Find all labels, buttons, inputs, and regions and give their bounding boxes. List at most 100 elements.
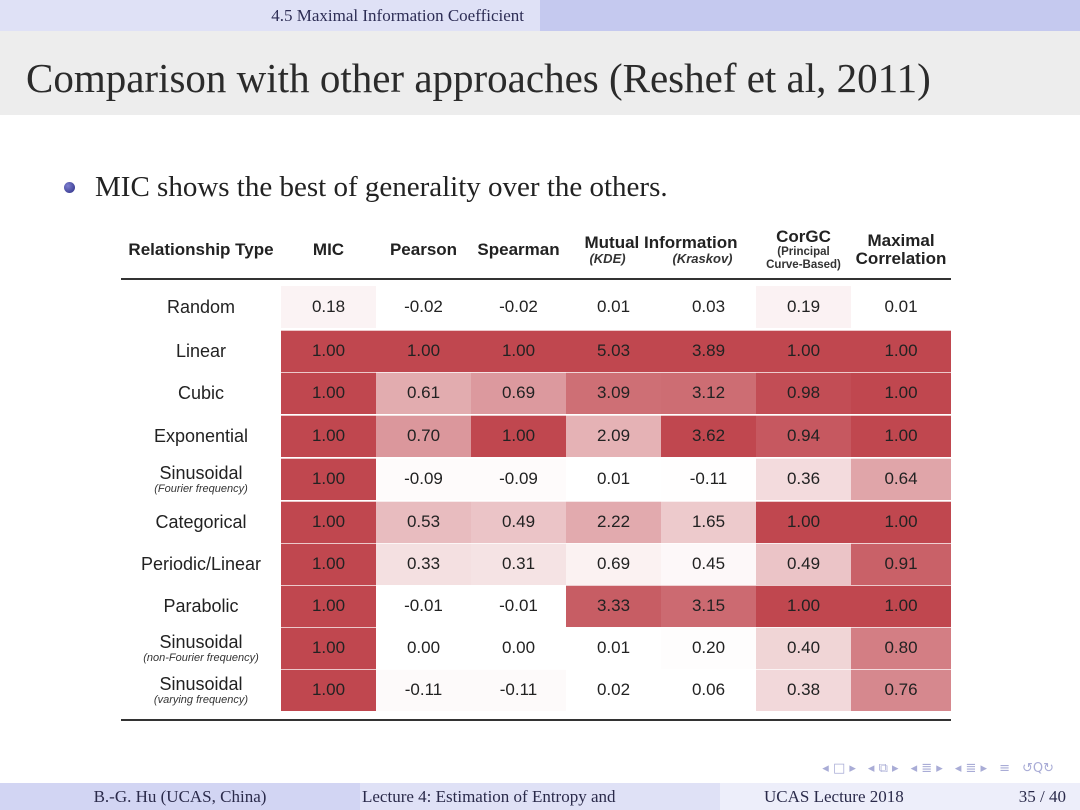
cell-pearson: 0.61 [376, 372, 471, 414]
comparison-table: Relationship Type MIC Pearson Spearman M… [121, 222, 951, 722]
cell-pearson: 0.53 [376, 501, 471, 543]
cell-corgc: 0.36 [756, 458, 851, 500]
row-label: Linear [121, 330, 281, 372]
page-number: 35 / 40 [1018, 787, 1066, 806]
nav-frame-group: ◂ □ ▸ [822, 761, 856, 776]
nav-section-icon[interactable]: ≣ [921, 760, 933, 776]
header-mic: MIC [281, 222, 376, 278]
header-kraskov: (Kraskov) [672, 251, 733, 267]
bullet-text: MIC shows the best of generality over th… [95, 170, 668, 203]
header-bar: 4.5 Maximal Information Coefficient [0, 0, 1080, 31]
cell-mic: 1.00 [281, 415, 376, 457]
cell-mi-kraskov: 0.20 [661, 627, 756, 669]
row-label: Parabolic [121, 585, 281, 627]
header-pearson-label: Pearson [389, 240, 458, 260]
cell-mi-kraskov: 0.03 [661, 286, 756, 328]
row-label: Sinusoidal (varying frequency) [121, 669, 281, 711]
row-separator [281, 585, 951, 586]
row-label-text: Categorical [155, 512, 247, 532]
header-mutual-information-subs: (KDE) (Kraskov) [566, 252, 756, 266]
row-separator [281, 627, 951, 628]
cell-pearson: 1.00 [376, 330, 471, 372]
bottom-rule [121, 719, 951, 721]
cell-mic: 0.18 [281, 286, 376, 328]
cell-spearman: 1.00 [471, 415, 566, 457]
cell-pearson: 0.70 [376, 415, 471, 457]
row-label: Periodic/Linear [121, 543, 281, 585]
cell-maximal-correlation: 0.91 [851, 543, 951, 585]
cell-spearman: -0.09 [471, 458, 566, 500]
nav-search-icon[interactable]: ↺Q↻ [1021, 760, 1054, 776]
header-correlation-label: Correlation [855, 249, 947, 268]
row-label-text: Random [166, 297, 236, 317]
beamer-navigation: ◂ □ ▸ ◂ ⧉ ▸ ◂ ≣ ▸ ◂ ≣ ▸ ≡ ↺Q↻ [822, 758, 1054, 778]
row-separator [281, 669, 951, 670]
cell-mi-kde: 0.01 [566, 286, 661, 328]
frame-title: Comparison with other approaches (Reshef… [26, 55, 931, 101]
cell-maximal-correlation: 1.00 [851, 372, 951, 414]
header-maximal-label: Maximal [867, 231, 935, 251]
row-label-text: Sinusoidal [159, 631, 243, 652]
cell-mi-kde: 0.69 [566, 543, 661, 585]
nav-section-prev-icon[interactable]: ◂ [910, 760, 918, 776]
cell-pearson: -0.09 [376, 458, 471, 500]
row-separator [281, 372, 951, 373]
cell-corgc: 0.19 [756, 286, 851, 328]
cell-maximal-correlation: 0.64 [851, 458, 951, 500]
cell-mic: 1.00 [281, 501, 376, 543]
header-spearman: Spearman [471, 222, 566, 278]
nav-frame-next-icon[interactable]: ▸ [849, 760, 856, 776]
cell-mi-kde: 0.01 [566, 458, 661, 500]
nav-document-icon[interactable]: ≣ [965, 760, 977, 776]
row-label: Categorical [121, 501, 281, 543]
section-title[interactable]: 4.5 Maximal Information Coefficient [0, 0, 540, 31]
row-label: Sinusoidal (non-Fourier frequency) [121, 627, 281, 669]
header-maximal-correlation: Maximal Correlation [851, 222, 951, 278]
nav-subsection-icon[interactable]: ⧉ [878, 760, 888, 776]
nav-document-next-icon[interactable]: ▸ [980, 760, 988, 776]
bullet-icon [64, 181, 75, 193]
nav-subsection-prev-icon[interactable]: ◂ [867, 760, 875, 776]
header-relationship-type: Relationship Type [121, 222, 281, 278]
row-label-text: Periodic/Linear [140, 554, 262, 574]
cell-mi-kraskov: 3.12 [661, 372, 756, 414]
cell-mic: 1.00 [281, 330, 376, 372]
nav-frame-prev-icon[interactable]: ◂ [822, 760, 829, 776]
row-label-subtext: (non-Fourier frequency) [143, 651, 259, 664]
cell-mi-kde: 0.01 [566, 627, 661, 669]
header-corgc-label: CorGC [776, 227, 831, 247]
footer-right: UCAS Lecture 2018 35 / 40 [720, 783, 1080, 810]
cell-mi-kde: 0.02 [566, 669, 661, 711]
cell-mi-kraskov: -0.11 [661, 458, 756, 500]
row-label: Exponential [121, 415, 281, 457]
cell-corgc: 1.00 [756, 330, 851, 372]
header-pearson: Pearson [376, 222, 471, 278]
nav-frame-icon[interactable]: □ [832, 760, 846, 776]
footer-author: B.-G. Hu (UCAS, China) [0, 783, 360, 810]
cell-mi-kraskov: 3.62 [661, 415, 756, 457]
row-separator [281, 415, 951, 416]
cell-corgc: 0.98 [756, 372, 851, 414]
cell-pearson: -0.02 [376, 286, 471, 328]
cell-corgc: 0.49 [756, 543, 851, 585]
cell-corgc: 0.94 [756, 415, 851, 457]
cell-spearman: 0.49 [471, 501, 566, 543]
cell-mi-kraskov: 3.15 [661, 585, 756, 627]
cell-corgc: 1.00 [756, 501, 851, 543]
cell-mic: 1.00 [281, 458, 376, 500]
nav-section-group: ◂ ≣ ▸ [911, 761, 943, 776]
nav-document-prev-icon[interactable]: ◂ [954, 760, 962, 776]
cell-corgc: 0.38 [756, 669, 851, 711]
nav-document-group: ◂ ≣ ▸ [955, 761, 987, 776]
nav-align-icon[interactable]: ≡ [999, 760, 1010, 776]
header-mutual-information: Mutual Information (KDE) (Kraskov) [566, 222, 756, 278]
cell-mic: 1.00 [281, 543, 376, 585]
cell-mic: 1.00 [281, 669, 376, 711]
row-label-subtext: (varying frequency) [153, 693, 249, 706]
cell-mi-kde: 5.03 [566, 330, 661, 372]
nav-subsection-next-icon[interactable]: ▸ [892, 760, 899, 776]
nav-section-next-icon[interactable]: ▸ [936, 760, 943, 776]
cell-pearson: 0.00 [376, 627, 471, 669]
cell-pearson: -0.01 [376, 585, 471, 627]
header-mic-label: MIC [312, 240, 345, 260]
